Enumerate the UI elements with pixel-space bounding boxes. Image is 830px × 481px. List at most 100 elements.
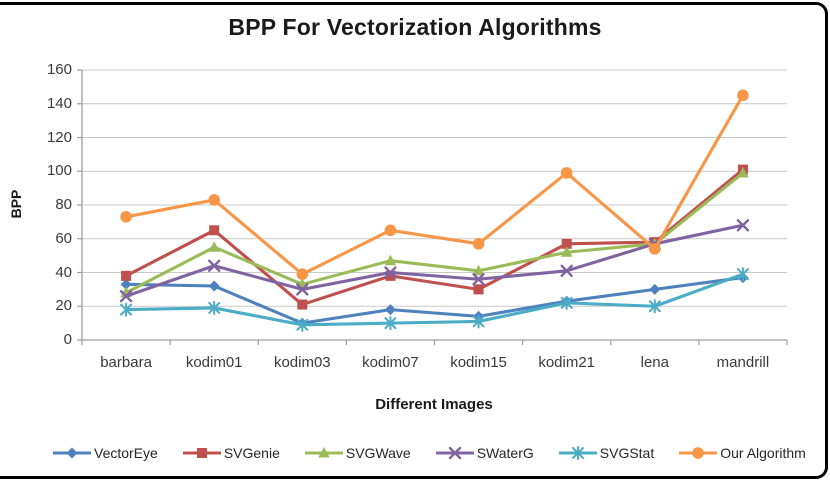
marker-shape bbox=[207, 259, 221, 272]
series-marker-square bbox=[297, 299, 308, 310]
marker-shape bbox=[649, 283, 661, 295]
marker-shape bbox=[208, 194, 220, 206]
chart-title: BPP For Vectorization Algorithms bbox=[228, 14, 602, 40]
marker-shape bbox=[296, 268, 309, 280]
series-marker-circle bbox=[296, 268, 309, 280]
y-tick-label: 140 bbox=[46, 94, 72, 112]
x-category-label: kodim01 bbox=[185, 354, 243, 371]
series-line-vectoreye bbox=[124, 276, 745, 325]
y-tick-label: 100 bbox=[46, 162, 72, 180]
series-marker-square bbox=[473, 284, 484, 295]
y-tick-label: 40 bbox=[55, 263, 72, 281]
plot-area bbox=[77, 69, 788, 345]
series-marker-asterisk bbox=[120, 302, 133, 317]
marker-shape bbox=[296, 317, 309, 332]
marker-shape bbox=[472, 264, 485, 276]
series-marker-asterisk bbox=[560, 295, 573, 310]
marker-shape bbox=[737, 166, 749, 178]
series-marker-circle bbox=[737, 89, 749, 102]
series-marker-x bbox=[736, 219, 750, 232]
legend-label: SVGWave bbox=[345, 445, 411, 461]
series-marker-asterisk bbox=[296, 317, 309, 332]
x-category-label: lena bbox=[640, 354, 669, 371]
series-marker-x bbox=[384, 266, 397, 279]
marker-shape bbox=[472, 238, 485, 250]
marker-shape bbox=[208, 241, 220, 252]
marker-shape bbox=[384, 316, 397, 331]
series-marker-square bbox=[196, 448, 207, 458]
marker-shape bbox=[560, 295, 573, 310]
marker-shape bbox=[472, 273, 485, 286]
marker-shape bbox=[384, 254, 397, 266]
y-tick-label: 160 bbox=[46, 61, 72, 78]
marker-shape bbox=[560, 246, 573, 257]
series-marker-circle bbox=[649, 243, 661, 255]
series-marker-triangle bbox=[737, 166, 749, 178]
marker-shape bbox=[560, 167, 573, 179]
series-marker-asterisk bbox=[384, 316, 397, 331]
series-marker-x bbox=[472, 273, 485, 286]
y-tick-label: 20 bbox=[55, 297, 72, 315]
legend-label: SVGenie bbox=[223, 445, 280, 461]
legend-item-our-algorithm: Our Algorithm bbox=[678, 445, 806, 461]
marker-shape bbox=[384, 224, 397, 237]
x-category-label: kodim15 bbox=[450, 354, 507, 371]
series-line-svgwave bbox=[124, 171, 745, 295]
triangle-marker-icon bbox=[304, 447, 343, 458]
legend-label: SWaterG bbox=[476, 445, 534, 461]
series-marker-x bbox=[296, 283, 309, 296]
marker-shape bbox=[649, 243, 661, 255]
legend-label: Our Algorithm bbox=[720, 445, 806, 461]
series-marker-triangle bbox=[384, 254, 397, 266]
legend-item-svgwave: SVGWave bbox=[304, 445, 411, 461]
y-tick-label: 60 bbox=[55, 229, 72, 247]
x-category-label: kodim03 bbox=[273, 354, 331, 371]
series-marker-asterisk bbox=[208, 300, 221, 315]
marker-shape bbox=[196, 448, 207, 458]
series-marker-triangle bbox=[318, 447, 330, 458]
legend-label: SVGStat bbox=[599, 445, 655, 461]
marker-shape bbox=[473, 284, 484, 295]
marker-shape bbox=[384, 266, 397, 279]
marker-shape bbox=[384, 304, 396, 316]
series-line-svgstat bbox=[124, 272, 745, 327]
marker-shape bbox=[120, 278, 132, 290]
series-marker-x bbox=[207, 259, 221, 272]
series-marker-asterisk bbox=[472, 314, 485, 329]
series-marker-x bbox=[119, 289, 133, 303]
series-marker-x bbox=[560, 264, 573, 278]
series-marker-x bbox=[448, 446, 461, 460]
marker-shape bbox=[66, 447, 78, 459]
series-marker-diamond bbox=[208, 280, 220, 292]
series-line-swaterg bbox=[124, 223, 745, 298]
series-marker-triangle bbox=[208, 241, 220, 252]
asterisk-marker-icon bbox=[558, 446, 597, 460]
marker-shape bbox=[121, 270, 132, 281]
marker-shape bbox=[385, 270, 396, 281]
marker-shape bbox=[120, 211, 132, 223]
series-marker-square bbox=[209, 225, 220, 236]
diamond-marker-icon bbox=[53, 447, 91, 459]
marker-shape bbox=[297, 299, 308, 310]
marker-shape bbox=[737, 89, 749, 102]
marker-shape bbox=[448, 446, 461, 460]
x-category-label: kodim07 bbox=[362, 354, 419, 371]
y-tick-label: 120 bbox=[46, 128, 72, 146]
marker-shape bbox=[208, 280, 220, 292]
series-marker-asterisk bbox=[648, 299, 661, 314]
series-marker-circle bbox=[384, 224, 397, 237]
series-marker-diamond bbox=[66, 447, 78, 459]
x-category-label: kodim21 bbox=[538, 354, 596, 371]
series-marker-diamond bbox=[120, 278, 132, 290]
legend: VectorEye SVGenie SVGWave SWaterG SVGStat Our… bbox=[52, 441, 812, 465]
marker-shape bbox=[648, 299, 661, 314]
x-category-label: mandrill bbox=[716, 354, 770, 371]
legend-item-swaterg: SWaterG bbox=[435, 445, 534, 461]
series-line-our-algorithm bbox=[124, 93, 745, 276]
marker-shape bbox=[119, 289, 133, 303]
legend-item-svgstat: SVGStat bbox=[558, 445, 654, 461]
y-tick-label: 80 bbox=[55, 196, 72, 213]
marker-shape bbox=[571, 446, 584, 460]
marker-shape bbox=[736, 267, 749, 282]
